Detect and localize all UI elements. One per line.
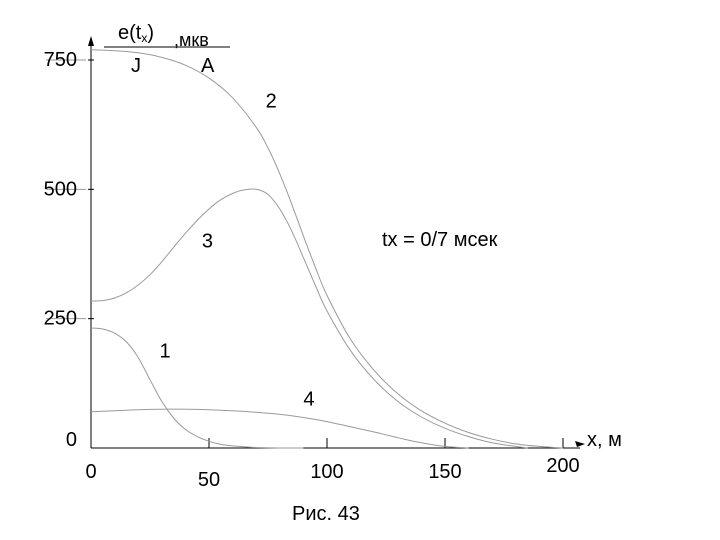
x-tick-label: 200 <box>546 455 579 477</box>
y-axis-arrow-icon <box>88 36 94 46</box>
ticks: 0 250 500 750 0 50 100 150 200 <box>44 49 580 491</box>
x-tick-label: 150 <box>428 461 461 483</box>
curve-4 <box>90 408 469 449</box>
y-axis-label-sub: x <box>141 31 147 45</box>
curve-2 <box>90 49 564 449</box>
y-tick-label: 500 <box>44 178 77 200</box>
curve-3 <box>90 188 528 449</box>
annotation-text: tx = 0/7 мсек <box>382 229 498 251</box>
y-axis-label: e(tx) ,мкв J A <box>104 22 230 77</box>
y-tick-label: 250 <box>44 308 77 330</box>
y-tick-label: 0 <box>66 429 77 451</box>
y-axis-label-close: ) <box>147 22 154 44</box>
x-tick-label: 100 <box>310 461 343 483</box>
y-axis-label-main: e(tx) <box>118 22 154 45</box>
curve-label-4: 4 <box>303 389 314 411</box>
x-tick-label: 0 <box>85 461 96 483</box>
figure-caption: Рис. 43 <box>292 503 360 525</box>
y-axis-label-fraction-top: J <box>131 55 141 77</box>
axes <box>88 36 585 449</box>
curve-label-3: 3 <box>202 230 213 252</box>
y-axis-label-units: ,мкв <box>174 30 209 50</box>
curve-label-2: 2 <box>266 91 277 113</box>
curve-label-1: 1 <box>159 340 170 362</box>
curve-1 <box>90 327 304 449</box>
series-labels: 1 2 3 4 <box>159 91 314 411</box>
x-tick-label: 50 <box>198 469 220 491</box>
x-axis-label: x, м <box>587 429 622 451</box>
curves <box>90 49 564 449</box>
y-tick-label: 750 <box>44 49 77 71</box>
x-axis-arrow-icon <box>575 441 585 447</box>
y-axis-label-fraction-bottom: A <box>201 55 215 77</box>
